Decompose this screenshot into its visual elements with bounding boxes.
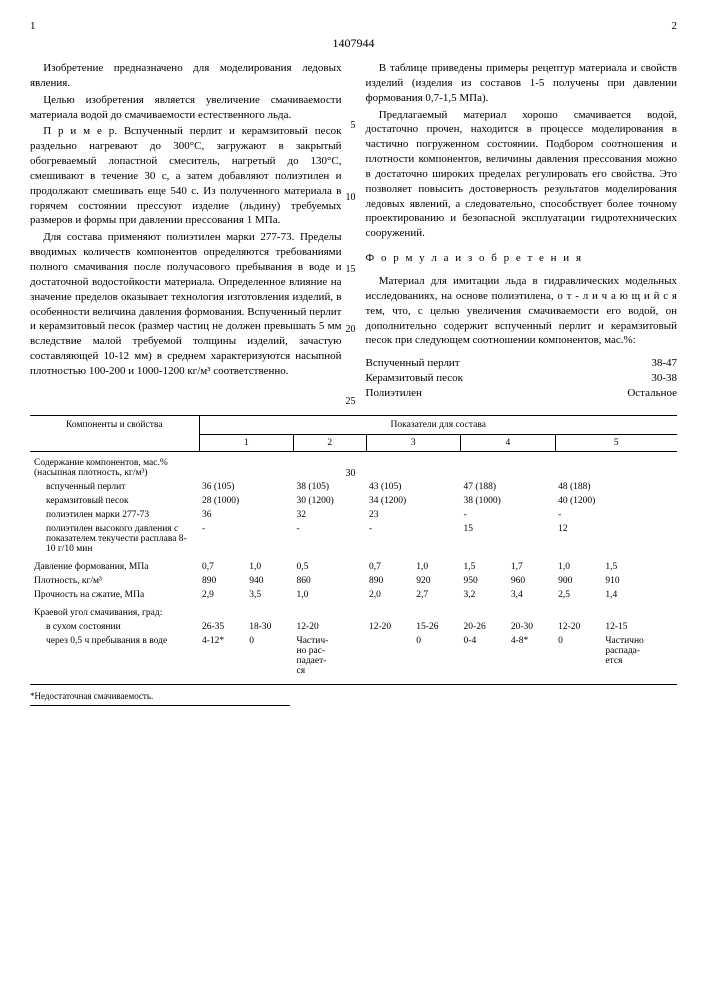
th-col: 5: [555, 434, 677, 451]
row-label: Прочность на сжатие, МПа: [30, 588, 199, 602]
table-row: полиэтилен высокого давления с показател…: [30, 522, 677, 556]
text-columns: Изобретение предназначено для моделирова…: [30, 61, 677, 401]
formula-title: Ф о р м у л а и з о б р е т е н и я: [366, 251, 678, 266]
para: Предлагаемый материал хорошо смачивается…: [366, 108, 678, 242]
line-number: 25: [346, 395, 356, 409]
line-number: 5: [351, 119, 356, 133]
line-number: 10: [346, 191, 356, 205]
right-column: В таблице приведены примеры рецептур мат…: [366, 61, 678, 401]
th-components: Компоненты и свойства: [30, 415, 199, 451]
line-number: 30: [346, 467, 356, 481]
row-label: полиэтилен марки 277-73: [30, 508, 199, 522]
th-col: 1: [199, 434, 294, 451]
table-row: Давление формования, МПа 0,7 1,0 0,5 0,7…: [30, 556, 677, 574]
footnote: *Недостаточная смачиваемость.: [30, 691, 290, 706]
table-row: через 0,5 ч пребывания в воде 4-12* 0 Ча…: [30, 634, 677, 685]
row-label: Краевой угол смачивания, град:: [30, 602, 199, 620]
para: Изобретение предназначено для моделирова…: [30, 61, 342, 91]
th-indicators: Показатели для состава: [199, 415, 677, 434]
col-num-right: 2: [672, 20, 678, 32]
row-label: Давление формования, МПа: [30, 556, 199, 574]
row-label: керамзитовый песок: [30, 494, 199, 508]
para: Для состава применяют полиэтилен марки 2…: [30, 230, 342, 378]
th-col: 3: [366, 434, 461, 451]
para: П р и м е р. Вспученный перлит и керамзи…: [30, 124, 342, 228]
row-label: Плотность, кг/м³: [30, 574, 199, 588]
table-row: Прочность на сжатие, МПа 2,9 3,5 1,0 2,0…: [30, 588, 677, 602]
ratio-row: ПолиэтиленОстальное: [366, 386, 678, 401]
ratio-row: Керамзитовый песок30-38: [366, 371, 678, 386]
row-label: полиэтилен высокого давления с показател…: [30, 522, 199, 556]
para: В таблице приведены примеры рецептур мат…: [366, 61, 678, 106]
th-col: 2: [294, 434, 366, 451]
row-label: вспученный перлит: [30, 480, 199, 494]
data-table: Компоненты и свойства Показатели для сос…: [30, 415, 677, 685]
table-row: в сухом состоянии 26-35 18-30 12-20 12-2…: [30, 620, 677, 634]
page-header: 1 2: [30, 20, 677, 32]
line-number: 15: [346, 263, 356, 277]
table-row: Плотность, кг/м³ 890 940 860 890 920 950…: [30, 574, 677, 588]
left-column: Изобретение предназначено для моделирова…: [30, 61, 342, 401]
table-row: Краевой угол смачивания, град:: [30, 602, 677, 620]
para: Целью изобретения является увеличение см…: [30, 93, 342, 123]
component-ratios: Вспученный перлит38-47 Керамзитовый песо…: [366, 356, 678, 401]
table-row: полиэтилен марки 277-73 36 32 23 - -: [30, 508, 677, 522]
line-number: 20: [346, 323, 356, 337]
ratio-row: Вспученный перлит38-47: [366, 356, 678, 371]
row-label: через 0,5 ч пребывания в воде: [30, 634, 199, 685]
para: Материал для имитации льда в гидравличес…: [366, 274, 678, 348]
th-col: 4: [461, 434, 556, 451]
row-label: Содержание компонентов, мас.% (насыпная …: [30, 451, 199, 480]
col-num-left: 1: [30, 20, 36, 32]
table-row: вспученный перлит 36 (105) 38 (105) 43 (…: [30, 480, 677, 494]
document-number: 1407944: [30, 36, 677, 51]
row-label: в сухом состоянии: [30, 620, 199, 634]
table-row: керамзитовый песок 28 (1000) 30 (1200) 3…: [30, 494, 677, 508]
table-header-row: Компоненты и свойства Показатели для сос…: [30, 415, 677, 434]
